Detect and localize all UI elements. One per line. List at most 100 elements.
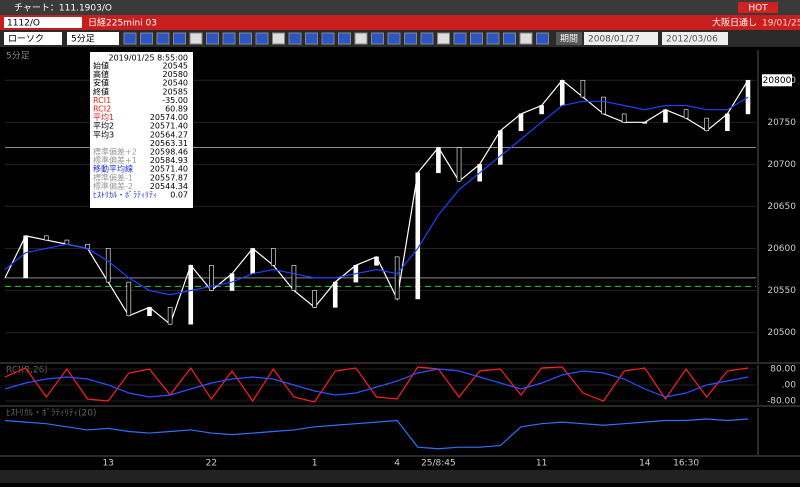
info-value: 20545 bbox=[163, 62, 188, 71]
tool-icon[interactable] bbox=[239, 32, 252, 45]
tool-icon[interactable] bbox=[519, 32, 533, 45]
code-input[interactable] bbox=[4, 17, 82, 28]
candle bbox=[332, 281, 338, 308]
candle bbox=[725, 113, 730, 132]
titlebar bbox=[0, 0, 800, 15]
session: 大阪日通し bbox=[712, 17, 757, 29]
tool-icon[interactable] bbox=[222, 32, 236, 45]
info-value: 60.89 bbox=[165, 105, 188, 114]
info-value: 20564.27 bbox=[150, 130, 188, 139]
candle bbox=[209, 264, 214, 291]
candle bbox=[663, 109, 668, 123]
period-button[interactable] bbox=[556, 32, 582, 45]
from-input[interactable] bbox=[584, 32, 658, 45]
candle bbox=[580, 79, 586, 98]
tool-icon[interactable] bbox=[272, 32, 285, 45]
to-input[interactable] bbox=[662, 32, 728, 45]
candle bbox=[621, 113, 627, 123]
name: 日経225mini 03 bbox=[88, 17, 157, 29]
tool-icon[interactable] bbox=[288, 32, 302, 45]
tool-icon[interactable] bbox=[338, 32, 351, 45]
tool-icon[interactable] bbox=[354, 32, 368, 45]
tool-icon[interactable] bbox=[420, 32, 434, 45]
tool-icon[interactable] bbox=[371, 32, 384, 45]
candle bbox=[312, 290, 317, 308]
candle bbox=[374, 256, 379, 266]
candle bbox=[250, 248, 255, 274]
tool-icon[interactable] bbox=[536, 32, 549, 45]
x-tick-label: 11 bbox=[536, 459, 547, 469]
tool-icon[interactable] bbox=[321, 32, 335, 45]
tool-icon[interactable] bbox=[189, 32, 203, 45]
header-bar bbox=[0, 15, 800, 30]
tool-icon[interactable] bbox=[123, 32, 137, 45]
candle bbox=[559, 79, 565, 106]
from: 2008/01/27 bbox=[588, 35, 640, 45]
candle bbox=[188, 264, 194, 325]
hot-button[interactable] bbox=[738, 2, 778, 13]
period: 期間 bbox=[560, 34, 578, 45]
y-tick-label: -80.00 bbox=[767, 397, 796, 407]
info-box bbox=[90, 52, 193, 208]
x-tick-label: 4 bbox=[394, 459, 400, 469]
type-select[interactable] bbox=[4, 32, 62, 45]
tool-icon[interactable] bbox=[387, 32, 401, 45]
series-line bbox=[4, 368, 749, 398]
info-value: -35.00 bbox=[162, 96, 188, 105]
info-value: 20540 bbox=[163, 79, 188, 88]
tool-icon[interactable] bbox=[437, 32, 450, 45]
series-line bbox=[4, 366, 749, 403]
footer bbox=[0, 470, 800, 483]
tool-icon[interactable] bbox=[156, 32, 170, 45]
chart-type: ローソク bbox=[8, 34, 44, 45]
info-value: 20580 bbox=[163, 70, 188, 79]
info-label: 高値 bbox=[93, 69, 109, 79]
info-value: 20563.31 bbox=[150, 139, 188, 148]
candle bbox=[436, 147, 441, 174]
candle bbox=[518, 113, 524, 132]
candle bbox=[704, 117, 710, 132]
x-tick-label: 25/8:45 bbox=[421, 459, 456, 469]
tool-icon[interactable] bbox=[305, 32, 318, 45]
code: 1112/O bbox=[7, 19, 40, 29]
y-tick-label: 20650 bbox=[767, 202, 796, 212]
date: 19/01/25 bbox=[762, 19, 800, 29]
tool-icon[interactable] bbox=[206, 32, 219, 45]
tool-icon[interactable] bbox=[255, 32, 269, 45]
hot-label: HOT bbox=[748, 4, 768, 14]
info-value: 20574.00 bbox=[150, 113, 188, 122]
tool-icon[interactable] bbox=[453, 32, 467, 45]
info-value: 20557.87 bbox=[150, 173, 188, 182]
info-value: 20584.93 bbox=[150, 156, 188, 165]
candle bbox=[291, 264, 297, 291]
candle bbox=[456, 147, 462, 182]
x-tick-label: 22 bbox=[206, 459, 217, 469]
y-tick-label: 20750 bbox=[767, 118, 796, 128]
info-value: 20571.40 bbox=[150, 165, 188, 174]
info-label: 平均1 bbox=[93, 112, 114, 122]
window-title: チャート：111.1903/O bbox=[14, 3, 112, 14]
y-tick-label: .00 bbox=[782, 381, 797, 391]
series-line bbox=[4, 418, 749, 450]
tool-icon[interactable] bbox=[140, 32, 153, 45]
last-price: 20800 bbox=[763, 76, 792, 86]
info-label: 標準偏差+2 bbox=[93, 147, 137, 157]
info-value: 0.07 bbox=[170, 191, 188, 200]
info-label: ﾋｽﾄﾘｶﾙ・ﾎﾞﾗﾃｨﾘﾃｨ bbox=[93, 191, 157, 200]
panel-label: 5分足 bbox=[6, 51, 30, 62]
tool-icon[interactable] bbox=[470, 32, 483, 45]
interval-select[interactable] bbox=[67, 32, 119, 45]
candle bbox=[271, 248, 276, 266]
tool-icon[interactable] bbox=[503, 32, 516, 45]
panel-title: ﾋｽﾄﾘｶﾙ・ﾎﾞﾗﾃｨﾘﾃｨ(20) bbox=[6, 408, 96, 419]
tool-icon[interactable] bbox=[486, 32, 500, 45]
x-tick-label: 14 bbox=[639, 459, 651, 469]
candle bbox=[415, 172, 421, 300]
info-label: 標準偏差-2 bbox=[93, 181, 133, 191]
tool-icon[interactable] bbox=[404, 32, 417, 45]
info-datetime: 2019/01/25 8:55:00 bbox=[109, 54, 189, 63]
x-tick-label: 1 bbox=[312, 459, 318, 469]
series-line bbox=[4, 96, 749, 296]
tool-icon[interactable] bbox=[173, 32, 186, 45]
